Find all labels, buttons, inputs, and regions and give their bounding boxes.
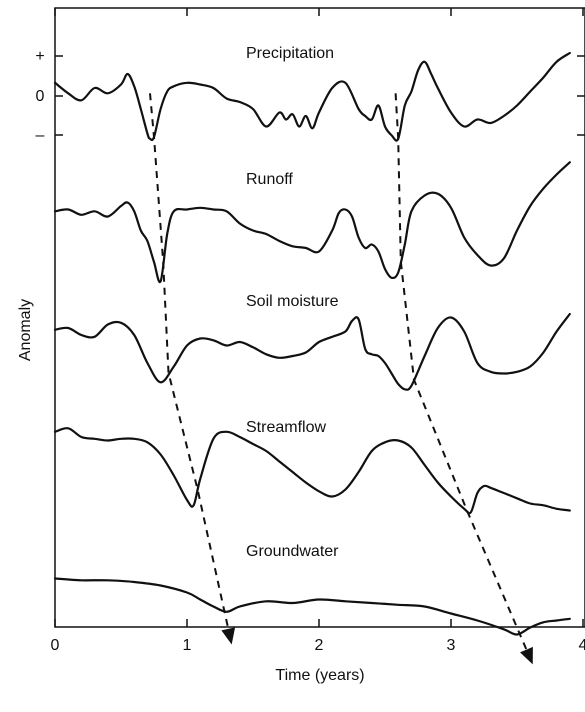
series-line-soil-moisture: [53, 312, 571, 391]
x-axis-title: Time (years): [275, 667, 364, 684]
axis-ticks: 0 1 2 3 4 +0 –: [35, 8, 585, 654]
y-tick-label-1: 0: [36, 88, 45, 105]
series-line-streamflow: [53, 427, 571, 515]
x-tick-label-2: 2: [315, 637, 324, 654]
lag-lines: [149, 93, 533, 665]
y-tick-label-0: +: [35, 48, 44, 65]
plot-frame: [54, 7, 585, 628]
series-line-groundwater: [53, 577, 571, 636]
x-tick-label-0: 0: [51, 637, 60, 654]
x-tick-label-4: 4: [579, 637, 585, 654]
series-label-runoff: Runoff: [246, 171, 293, 188]
x-tick-label-3: 3: [447, 637, 456, 654]
series-label-streamflow: Streamflow: [246, 419, 326, 436]
y-tick-label-2: –: [36, 127, 45, 144]
lag-arrowhead-1: [221, 627, 236, 645]
x-tick-label-1: 1: [183, 637, 192, 654]
lag-arrowhead-2: [520, 646, 533, 665]
series-traces: [53, 51, 571, 636]
series-label-precipitation: Precipitation: [246, 45, 334, 62]
lag-line-2: [394, 93, 531, 658]
series-line-runoff: [53, 161, 571, 284]
series-line-precipitation: [53, 51, 571, 142]
series-label-groundwater: Groundwater: [246, 543, 339, 560]
y-axis-title: Anomaly: [17, 299, 34, 361]
series-labels: Precipitation Runoff Soil moisture Streamfl…: [246, 45, 339, 560]
series-label-soil-moisture: Soil moisture: [246, 293, 339, 310]
lag-line-1: [149, 93, 231, 637]
